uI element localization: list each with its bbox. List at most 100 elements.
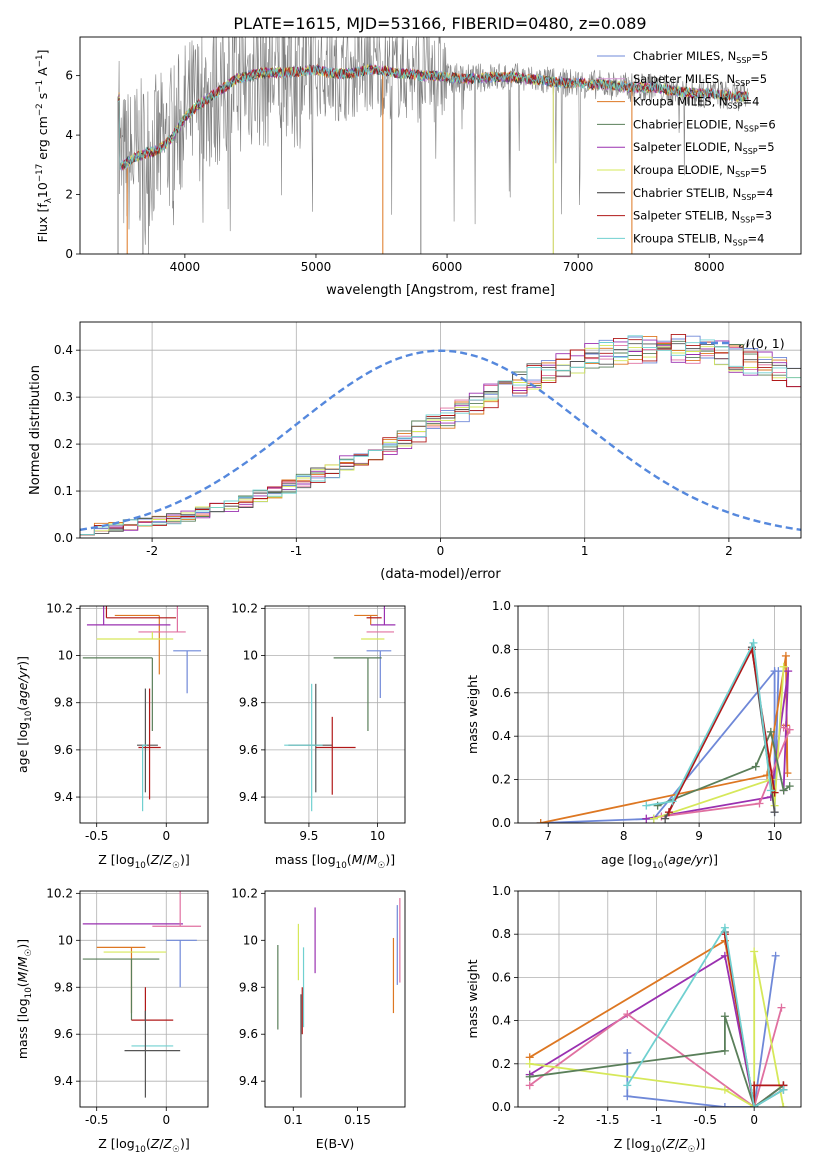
y-tick-label: 10.2: [46, 886, 73, 900]
weight-marker: [784, 667, 793, 676]
x-tick-label: 10: [370, 829, 385, 843]
legend-label: Chabrier ELODIE, NSSP=6: [633, 117, 776, 133]
panel-mass-vs-Z: -0.5 0 9.4 9.6 9.8 10 10.2 Z [log10(Z/Z☉)] mass …: [15, 886, 209, 1155]
x-tick-label: 4000: [170, 260, 201, 274]
axes-frame: [79, 605, 209, 824]
data-point: [166, 939, 197, 988]
residual-histogram: [80, 333, 801, 536]
plot-content: [536, 638, 794, 823]
y-tick-label: 2: [65, 188, 73, 202]
y-tick-label: 10: [243, 649, 258, 663]
data-point: [354, 614, 378, 625]
y-tick-label: 1.0: [492, 599, 511, 613]
plot-area: [265, 891, 405, 1107]
weight-marker: [785, 725, 794, 734]
weight-marker: [781, 651, 790, 660]
x-axis-label: Z [log10(Z/Z☉)]: [614, 1136, 706, 1155]
y-axis-label: mass [log10(M/M☉)]: [15, 939, 34, 1059]
x-tick-label: 5000: [301, 260, 332, 274]
x-axis-label: E(B-V): [316, 1136, 355, 1151]
plot-area: [265, 606, 405, 823]
x-tick-label: -0.5: [85, 829, 108, 843]
y-tick-label: 0.4: [54, 343, 73, 357]
weight-marker: [755, 799, 764, 808]
residual-histogram: [80, 335, 801, 536]
weight-line: [646, 639, 772, 807]
axes-frame: [517, 890, 802, 1108]
legend-label: 𝒩(0, 1): [739, 336, 785, 351]
x-tick-label: 6000: [432, 260, 463, 274]
y-tick-label: 0.8: [492, 642, 511, 656]
x-tick-label: 7000: [563, 260, 594, 274]
weight-line: [529, 1007, 783, 1107]
plot-content: [80, 333, 801, 536]
x-axis-label: Z [log10(Z/Z☉)]: [98, 1136, 190, 1155]
y-tick-label: 4: [65, 128, 73, 142]
weight-marker: [642, 801, 651, 810]
x-tick-label: 1: [581, 544, 589, 558]
y-tick-label: 0.0: [54, 531, 73, 545]
figure-title: PLATE=1615, MJD=53166, FIBERID=0480, z=0…: [233, 14, 646, 33]
plot-content: [82, 891, 202, 1098]
axes-frame: [264, 890, 406, 1108]
panel-age-vs-mass: 9.5 10 9.4 9.6 9.8 10 10.2 mass [log10(M/M☉)]: [231, 601, 406, 871]
weight-marker: [668, 797, 677, 806]
x-tick-label: -1: [290, 544, 302, 558]
weight-marker: [720, 951, 729, 960]
model-spectrum: [117, 65, 749, 171]
legend-label: Salpeter ELODIE, NSSP=5: [633, 140, 775, 156]
data-point: [82, 958, 160, 1021]
weight-marker: [771, 951, 780, 960]
weight-marker: [720, 1085, 729, 1094]
weight-marker: [749, 638, 758, 647]
data-point: [315, 716, 356, 795]
x-tick-label: 0: [750, 1113, 758, 1127]
y-tick-label: 10: [58, 649, 73, 663]
y-tick-label: 0.4: [492, 729, 511, 743]
y-tick-label: 0.8: [492, 927, 511, 941]
weight-marker: [525, 1081, 534, 1090]
weight-marker: [623, 1010, 632, 1019]
legend-label: Kroupa ELODIE, NSSP=5: [633, 163, 767, 179]
x-axis-label: wavelength [Angstrom, rest frame]: [326, 283, 555, 298]
residual-legend: 𝒩(0, 1): [700, 336, 785, 351]
y-tick-label: 9.6: [54, 1027, 73, 1041]
data-point: [370, 606, 396, 626]
weight-marker: [720, 1012, 729, 1021]
plot-area: [80, 891, 208, 1107]
plot-area: [80, 606, 208, 823]
weight-marker: [779, 662, 788, 671]
weight-marker: [720, 1046, 729, 1055]
axes-frame: [79, 36, 802, 255]
weight-marker: [777, 1003, 786, 1012]
x-axis-label: age [log10(age/yr)]: [601, 852, 718, 871]
legend-label: Chabrier MILES, NSSP=5: [633, 49, 768, 65]
data-point: [284, 683, 323, 812]
panel-spectrum: 4000 5000 6000 7000 8000 0 2 4 6 Chabrier MILES, …: [35, 36, 802, 298]
x-tick-label: -0.5: [694, 1113, 717, 1127]
y-tick-label: 9.6: [54, 743, 73, 757]
weight-marker: [525, 1072, 534, 1081]
data-point: [138, 606, 186, 633]
plot-content: [525, 923, 788, 1107]
x-tick-label: -2: [553, 1113, 565, 1127]
legend-label: Kroupa STELIB, NSSP=4: [633, 231, 764, 247]
weight-line: [661, 726, 791, 818]
y-tick-label: 6: [65, 69, 73, 83]
plot-content: [82, 606, 202, 812]
y-tick-label: 0.0: [492, 816, 511, 830]
weight-marker: [720, 923, 729, 932]
plot-area: [518, 606, 801, 823]
weight-marker: [750, 1103, 759, 1107]
y-tick-label: 9.6: [239, 1027, 258, 1041]
weight-marker: [779, 1103, 788, 1107]
plot-content: [284, 606, 396, 812]
y-tick-label: 0.0: [492, 1100, 511, 1114]
x-tick-label: 8: [620, 829, 628, 843]
x-axis-label: (data-model)/error: [380, 567, 501, 582]
weight-marker: [623, 1081, 632, 1090]
weight-marker: [649, 814, 658, 823]
x-axis-label: Z [log10(Z/Z☉)]: [98, 852, 190, 871]
weight-marker: [661, 814, 670, 823]
x-tick-label: 0: [162, 1113, 170, 1127]
